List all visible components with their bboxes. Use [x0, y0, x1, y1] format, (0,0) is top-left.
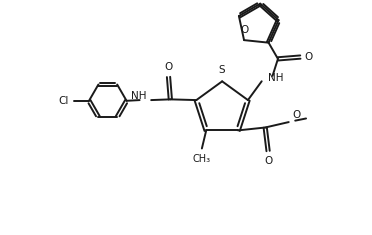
- Text: O: O: [240, 25, 248, 35]
- Text: NH: NH: [268, 73, 284, 83]
- Text: CH₃: CH₃: [193, 153, 211, 164]
- Text: O: O: [305, 52, 313, 62]
- Text: O: O: [164, 62, 173, 72]
- Text: O: O: [264, 156, 272, 166]
- Text: O: O: [292, 110, 300, 120]
- Text: NH: NH: [131, 91, 146, 102]
- Text: S: S: [219, 65, 225, 75]
- Text: Cl: Cl: [58, 96, 68, 106]
